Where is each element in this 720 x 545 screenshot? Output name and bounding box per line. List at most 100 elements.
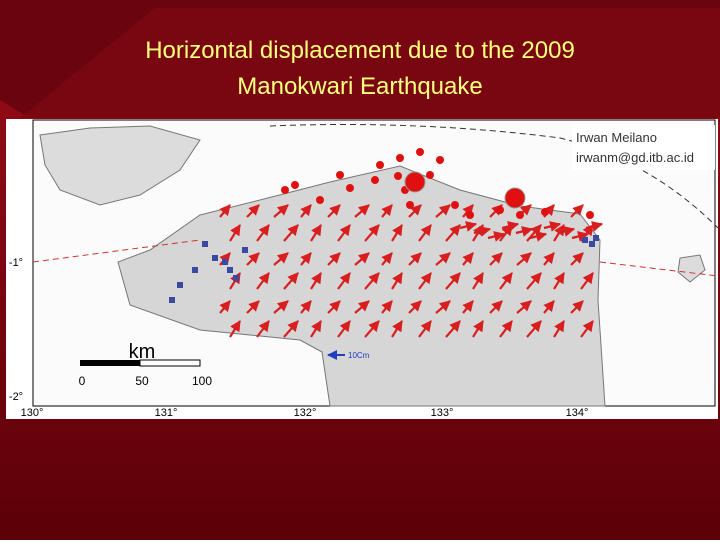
displacement-arrow [300,300,312,314]
gps-station [242,247,248,253]
mainshock [504,187,526,209]
displacement-arrow [445,320,461,338]
displacement-arrow [499,320,513,338]
displacement-arrow [354,300,370,314]
gps-station [222,259,228,265]
displacement-arrow [256,320,270,338]
displacement-arrow [354,204,370,218]
vector-scale-label: 10Cm [348,351,370,360]
displacement-arrow [489,252,503,266]
displacement-arrow [310,272,322,290]
displacement-arrow [300,204,312,218]
aftershock [586,211,594,219]
displacement-arrow [489,300,503,314]
displacement-arrow [435,300,451,314]
map: km 0 50 100 10Cm Irwan Meilano irwanm@gd… [6,119,719,419]
displacement-arrow [515,226,534,237]
lon-label: 133° [431,407,454,419]
title-line: Manokwari Earthquake [237,73,482,100]
displacement-arrow [462,204,474,218]
scale-label: 50 [135,374,149,388]
aftershock [466,211,474,219]
displacement-arrow [283,272,299,290]
displacement-arrow [408,300,422,314]
displacement-arrow [300,252,312,266]
displacement-arrow [327,204,341,218]
gps-station [589,241,595,247]
gps-station [177,282,183,288]
gps-station [212,255,218,261]
displacement-arrow [246,204,260,218]
displacement-arrow [364,272,380,290]
author: Irwan Meilano [576,130,657,145]
displacement-arrow [327,300,341,314]
scale-bar [139,359,201,367]
aftershock [426,171,434,179]
aftershock [451,201,459,209]
aftershock [396,154,404,162]
lon-label: 130° [21,407,44,419]
scale-label: 100 [192,374,212,388]
displacement-arrow [364,224,380,242]
displacement-arrow [459,221,478,232]
displacement-arrow [391,272,403,290]
island [39,125,201,206]
displacement-arrow [473,226,492,237]
displacement-arrow [391,224,403,242]
displacement-arrow [391,320,403,338]
gps-station [233,275,239,281]
displacement-arrow [435,252,451,266]
aftershock [416,148,424,156]
displacement-arrow [364,320,380,338]
displacement-arrow [246,300,260,314]
aftershock [516,211,524,219]
displacement-arrow [246,252,260,266]
displacement-arrow [553,272,565,290]
displacement-arrow [408,252,422,266]
aftershock [406,201,414,209]
gps-station [227,267,233,273]
displacement-arrow [570,204,584,218]
aftershock [371,176,379,184]
vectors [169,148,604,338]
lon-label: 134° [566,407,589,419]
displacement-arrow [526,320,542,338]
displacement-arrow [310,224,322,242]
aftershock [394,172,402,180]
displacement-arrow [585,221,604,232]
aftershock [281,186,289,194]
displacement-arrow [283,320,299,338]
displacement-arrow [418,272,432,290]
aftershock [291,181,299,189]
displacement-arrow [526,272,542,290]
aftershock [346,184,354,192]
displacement-arrow [256,272,270,290]
lon-label: 131° [155,407,178,419]
lat-label: -1° [9,257,23,269]
aftershock [496,206,504,214]
displacement-arrow [418,224,432,242]
credit-box [572,125,715,170]
displacement-arrow [526,224,542,242]
displacement-arrow [273,252,289,266]
displacement-arrow [381,204,393,218]
displacement-arrow [580,272,594,290]
lon-label: 132° [294,407,317,419]
displacement-arrow [381,252,393,266]
island [677,254,706,283]
displacement-arrow [337,320,351,338]
displacement-arrow [229,320,241,338]
plate-boundary [269,124,719,229]
displacement-arrow [445,224,461,242]
displacement-arrow [462,300,474,314]
displacement-arrow [499,272,513,290]
displacement-arrow [580,320,594,338]
displacement-arrow [219,300,231,314]
displacement-arrow [418,320,432,338]
title-line: Horizontal displacement due to the 2009 [145,37,575,64]
displacement-arrow [543,221,562,232]
aftershock [376,161,384,169]
gps-station [192,267,198,273]
